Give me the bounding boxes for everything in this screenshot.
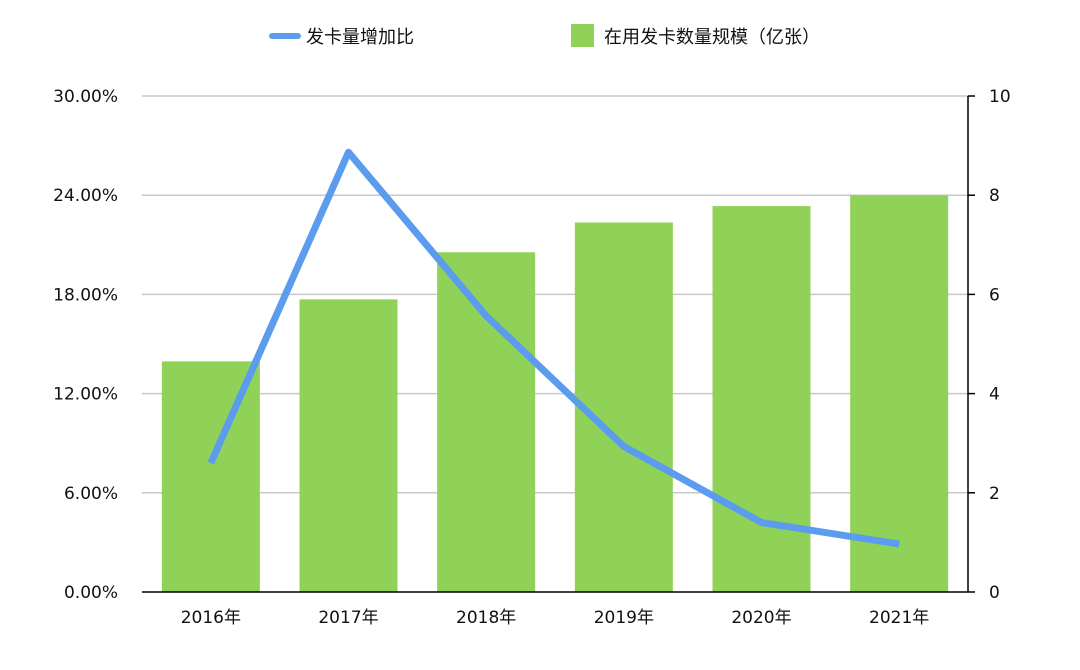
line-series xyxy=(207,148,900,548)
legend-bar-label: 在用发卡数量规模（亿张） xyxy=(604,27,820,48)
bar xyxy=(574,222,673,593)
bar xyxy=(299,299,398,592)
axes xyxy=(142,95,975,593)
legend-line-label: 发卡量增加比 xyxy=(306,27,414,48)
right-axis-tick-label: 10 xyxy=(989,87,1011,107)
bar xyxy=(161,361,260,592)
x-axis-tick-label: 2016年 xyxy=(181,608,241,628)
bar xyxy=(712,206,811,592)
gridlines xyxy=(142,95,968,494)
left-axis-tick-label: 12.00% xyxy=(53,385,118,405)
legend: 发卡量增加比 在用发卡数量规模（亿张） xyxy=(269,24,820,48)
left-axis-tick-labels: 0.00% 6.00% 12.00% 18.00% 24.00% 30.00% xyxy=(53,87,118,603)
line-point xyxy=(210,462,212,464)
left-axis-tick-label: 0.00% xyxy=(64,583,118,603)
bar xyxy=(850,195,949,592)
bar-series xyxy=(161,195,949,593)
x-axis-tick-label: 2018年 xyxy=(456,608,516,628)
right-axis-tick-label: 2 xyxy=(989,484,1000,504)
legend-bar-swatch xyxy=(571,24,594,47)
left-axis-tick-label: 6.00% xyxy=(64,484,118,504)
left-axis-tick-label: 30.00% xyxy=(53,87,118,107)
line-point xyxy=(348,151,349,153)
bar xyxy=(437,252,536,593)
line-point xyxy=(485,315,487,317)
right-axis-tick-label: 0 xyxy=(989,583,1000,603)
right-axis-tick-label: 8 xyxy=(989,186,1000,206)
x-axis-tick-label: 2017年 xyxy=(318,608,378,628)
line-point xyxy=(761,522,762,524)
left-axis-tick-label: 18.00% xyxy=(53,285,118,305)
x-axis-tick-labels: 2016年 2017年 2018年 2019年 2020年 2021年 xyxy=(181,608,930,628)
line-point xyxy=(623,446,625,448)
right-axis-tick-label: 6 xyxy=(989,285,1000,305)
line-point xyxy=(898,543,900,545)
line-path xyxy=(207,148,900,548)
x-axis-tick-label: 2021年 xyxy=(869,608,929,628)
x-axis-tick-label: 2019年 xyxy=(594,608,654,628)
right-axis-tick-label: 4 xyxy=(989,385,1000,405)
right-axis-tick-labels: 0 2 4 6 8 10 xyxy=(989,87,1011,603)
x-axis-tick-label: 2020年 xyxy=(731,608,791,628)
left-axis-tick-label: 24.00% xyxy=(53,186,118,206)
